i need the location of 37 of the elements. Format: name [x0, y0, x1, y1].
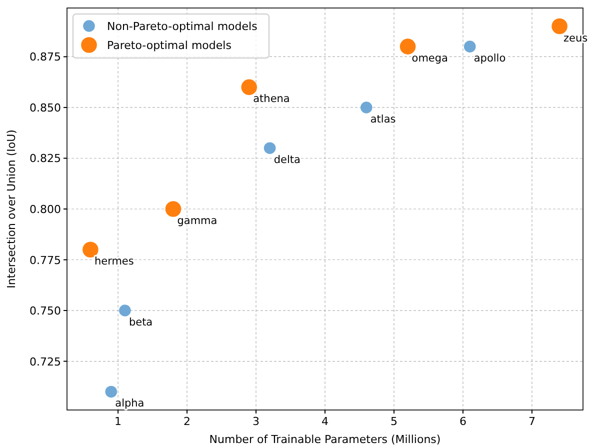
legend-label: Pareto-optimal models — [107, 39, 232, 52]
y-tick-label: 0.825 — [30, 152, 61, 166]
x-tick-label: 7 — [528, 415, 536, 428]
point — [264, 142, 276, 154]
legend-label: Non-Pareto-optimal models — [107, 20, 258, 33]
x-tick-label: 1 — [114, 415, 122, 428]
annotation: hermes — [94, 256, 134, 268]
x-tick-label: 3 — [252, 415, 260, 428]
point — [165, 201, 182, 217]
point — [82, 242, 98, 258]
y-axis-title: Intersection over Union (IoU) — [5, 130, 18, 288]
annotation: gamma — [177, 215, 218, 227]
annotation: delta — [274, 154, 300, 166]
point — [119, 304, 131, 316]
point — [464, 40, 476, 52]
annotation: omega — [412, 52, 448, 65]
y-tick-label: 0.750 — [30, 304, 61, 318]
annotation: athena — [253, 93, 290, 106]
x-axis-title: Number of Trainable Parameters (Millions) — [209, 433, 441, 446]
x-tick-label: 6 — [459, 415, 466, 428]
y-tick-label: 0.800 — [30, 203, 61, 216]
point — [241, 79, 258, 96]
point — [360, 102, 372, 114]
y-tick-label: 0.850 — [30, 101, 61, 114]
x-tick-label: 2 — [184, 415, 191, 428]
point — [400, 38, 416, 54]
annotation: alpha — [115, 398, 144, 410]
annotation: beta — [128, 316, 153, 329]
point — [552, 18, 568, 34]
x-tick-label: 4 — [322, 415, 328, 428]
x-tick-label: 5 — [390, 415, 398, 428]
point — [105, 386, 118, 398]
y-tick-label: 0.875 — [30, 50, 61, 64]
annotation: apollo — [474, 52, 506, 65]
y-tick-label: 0.775 — [30, 254, 61, 267]
y-tick-label: 0.725 — [30, 355, 61, 368]
annotation: atlas — [370, 113, 396, 126]
